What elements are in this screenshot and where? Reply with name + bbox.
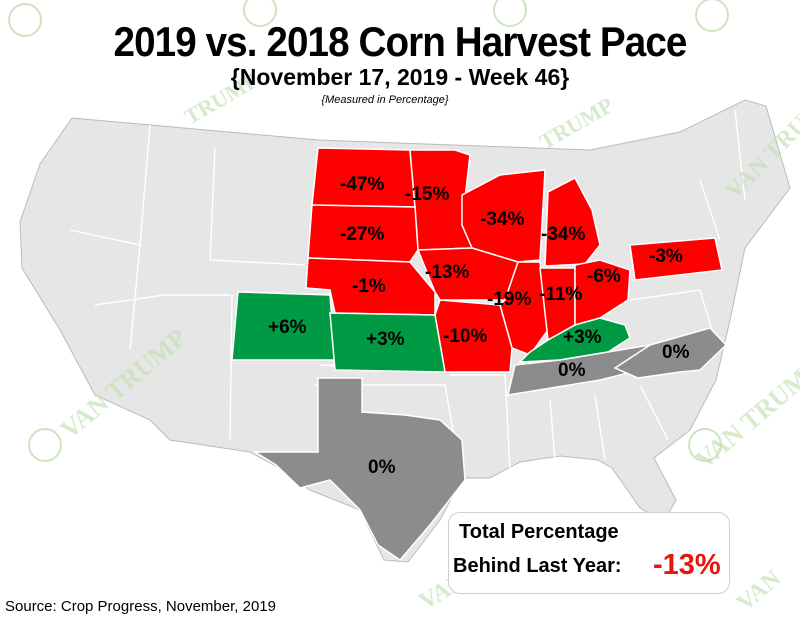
measured-note: {Measured in Percentage} — [321, 94, 449, 106]
label-south-dakota: -27% — [340, 224, 384, 245]
watermark-globe-icon — [28, 428, 62, 462]
label-pennsylvania: -3% — [649, 246, 683, 267]
total-summary-box: Total Percentage Behind Last Year: -13% — [448, 512, 730, 594]
label-nebraska: -1% — [352, 276, 386, 297]
states-ahead — [231, 291, 631, 373]
state-labels: -47% -15% -27% -34% -34% -1% -13% -19% -… — [268, 174, 690, 478]
total-value: -13% — [653, 549, 721, 581]
source-note: Source: Crop Progress, November, 2019 — [5, 598, 276, 615]
map-title: 2019 vs. 2018 Corn Harvest Pace — [113, 18, 688, 65]
state-pennsylvania — [629, 237, 723, 281]
state-kansas — [329, 312, 446, 373]
states-behind — [305, 147, 723, 373]
map-subtitle: {November 17, 2019 - Week 46} — [230, 64, 570, 90]
label-ohio: -6% — [587, 266, 621, 287]
states-even — [252, 327, 728, 561]
watermark-globe-icon — [688, 428, 722, 462]
label-wisconsin: -34% — [480, 209, 524, 230]
label-kentucky: +3% — [563, 327, 602, 348]
state-kentucky — [518, 317, 631, 363]
state-north-carolina — [613, 327, 728, 379]
state-south-dakota — [307, 204, 419, 263]
label-missouri: -10% — [443, 326, 487, 347]
watermark-globe-icon — [243, 0, 277, 27]
label-minnesota: -15% — [405, 184, 449, 205]
state-texas — [252, 377, 466, 561]
label-texas: 0% — [368, 457, 396, 478]
label-iowa: -13% — [425, 262, 469, 283]
total-label-line2: Behind Last Year: — [453, 555, 622, 577]
label-illinois: -19% — [487, 289, 531, 310]
label-kansas: +3% — [366, 329, 405, 350]
watermark-text: VAN — [732, 565, 787, 617]
label-north-dakota: -47% — [340, 174, 384, 195]
label-north-carolina: 0% — [662, 342, 690, 363]
watermark-globe-icon — [8, 3, 42, 37]
label-indiana: -11% — [539, 284, 582, 305]
total-label-line1: Total Percentage — [459, 521, 619, 543]
state-wisconsin — [461, 169, 546, 263]
watermark-globe-icon — [695, 0, 729, 32]
watermark-logos — [8, 0, 729, 462]
label-michigan: -34% — [541, 224, 585, 245]
label-tennessee: 0% — [558, 360, 586, 381]
label-colorado: +6% — [268, 317, 307, 338]
watermark-globe-icon — [493, 0, 527, 27]
state-michigan — [544, 176, 601, 267]
